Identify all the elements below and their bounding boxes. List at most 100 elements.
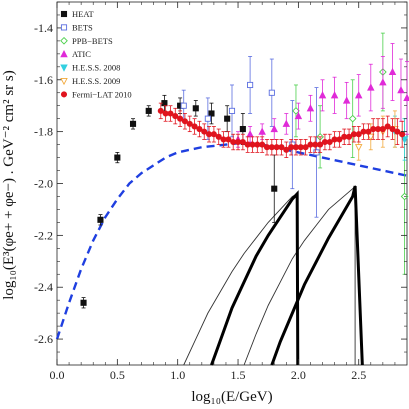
x-tick-label: 2.5	[351, 368, 366, 382]
data-point	[180, 102, 187, 109]
legend-label: BETS	[72, 22, 93, 32]
y-tick-label: -1.4	[34, 21, 53, 35]
data-point	[247, 81, 254, 89]
x-tick-label: 1.5	[231, 368, 246, 382]
data-point	[201, 128, 208, 135]
data-point	[397, 85, 405, 94]
legend-entry: BETS	[60, 22, 93, 32]
data-point	[388, 67, 397, 76]
legend-label: Fermi−LAT 2010	[72, 89, 132, 99]
data-point	[271, 185, 278, 192]
data-point	[348, 114, 357, 123]
data-point	[268, 89, 275, 96]
legend-entry: Fermi−LAT 2010	[60, 89, 132, 99]
data-point	[186, 120, 193, 127]
data-point	[215, 133, 222, 140]
y-axis-label: log₁₀(E³(φe+ + φe−) . GeV⁻² cm² sr s)	[1, 70, 17, 300]
x-tick-label: 2.0	[291, 368, 306, 382]
data-point	[379, 78, 387, 86]
data-point	[354, 91, 363, 99]
data-point	[400, 136, 409, 144]
x-tick-label: 1.0	[170, 368, 185, 382]
data-point	[97, 216, 104, 223]
data-point	[191, 123, 198, 130]
y-tick-label: -2.0	[34, 177, 53, 191]
data-point	[172, 113, 179, 120]
legend-entry: H.E.S.S. 2009	[60, 76, 120, 86]
model-curve-1	[55, 142, 408, 340]
data-point	[246, 130, 254, 138]
data-point	[354, 144, 363, 152]
data-point	[336, 136, 343, 143]
data-point	[294, 111, 303, 120]
data-point	[367, 83, 375, 91]
data-point	[259, 141, 266, 148]
data-point	[282, 119, 291, 127]
data-point	[317, 141, 324, 148]
data-point	[365, 128, 372, 135]
data-point	[228, 107, 236, 114]
legend-marker	[60, 64, 68, 72]
data-point	[177, 115, 184, 122]
model-curve-4	[210, 190, 300, 366]
data-point	[114, 154, 121, 161]
y-tick-label: -1.8	[34, 125, 53, 139]
data-point	[192, 105, 199, 112]
data-point	[167, 110, 174, 117]
data-point	[239, 125, 246, 133]
x-tick-label: 0.5	[110, 368, 125, 382]
x-axis-label: log₁₀(E/GeV)	[191, 389, 272, 405]
data-point	[355, 131, 362, 138]
data-point	[367, 133, 375, 142]
axis-ticks: 0.0 0.5 1.0 1.5 2.0 2.5 -2.6 -2.4 -2.2 -2.0 -1.8 -1…	[34, 1, 407, 382]
data-point	[384, 123, 391, 130]
y-tick-label: -1.6	[34, 73, 53, 87]
data-point	[225, 136, 232, 143]
series-7	[157, 102, 406, 158]
legend-marker	[60, 91, 68, 98]
data-point	[283, 146, 290, 153]
data-point	[399, 131, 406, 138]
legend-entry: H.E.S.S. 2008	[60, 63, 120, 73]
legend-label: PPB−BETS	[72, 36, 113, 46]
data-point	[210, 131, 217, 138]
model-curve-5	[270, 185, 364, 366]
data-point	[129, 120, 137, 127]
legend-marker	[60, 36, 68, 45]
model-curves	[55, 142, 408, 366]
data-point	[342, 96, 351, 104]
y-tick-label: -2.4	[34, 280, 53, 294]
legend-entry: ATIC	[60, 49, 91, 59]
legend-marker	[60, 10, 68, 18]
data-point	[326, 138, 333, 146]
data-point	[302, 144, 309, 151]
data-point	[379, 126, 386, 133]
legend-entry: PPB−BETS	[60, 36, 113, 46]
data-point	[258, 127, 266, 135]
data-point	[181, 118, 188, 125]
data-point	[157, 107, 164, 114]
x-tick-label: 0.0	[50, 368, 65, 382]
data-point	[145, 107, 152, 114]
legend-label: H.E.S.S. 2008	[72, 63, 120, 73]
data-point	[270, 124, 278, 133]
legend-marker	[60, 77, 68, 86]
data-point	[394, 128, 401, 135]
legend-label: HEAT	[72, 9, 95, 19]
data-point	[204, 115, 211, 122]
data-point	[239, 138, 246, 146]
data-point	[224, 115, 231, 122]
data-point	[346, 133, 353, 140]
data-point	[389, 126, 396, 133]
legend-label: H.E.S.S. 2009	[72, 76, 120, 86]
legend-label: ATIC	[72, 49, 91, 59]
data-point	[306, 104, 315, 112]
data-point	[80, 299, 87, 306]
legend-marker	[60, 24, 68, 31]
y-tick-label: -2.2	[34, 228, 53, 242]
legend-marker	[60, 50, 68, 58]
data-point	[278, 144, 285, 151]
data-point	[208, 110, 215, 117]
data-point	[330, 91, 339, 99]
